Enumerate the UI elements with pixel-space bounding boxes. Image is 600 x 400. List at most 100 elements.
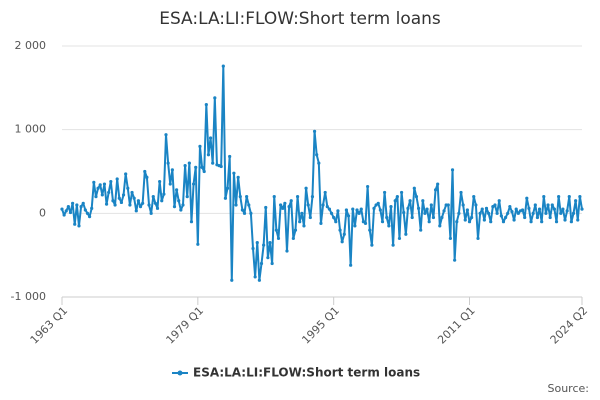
data-point <box>279 203 283 207</box>
data-point <box>482 218 486 222</box>
data-point <box>62 213 66 217</box>
data-point <box>151 195 155 199</box>
data-point <box>117 196 121 200</box>
data-point <box>194 165 198 169</box>
data-point <box>196 242 200 246</box>
data-point <box>448 236 453 241</box>
data-point <box>208 136 213 140</box>
data-point <box>71 201 75 205</box>
data-point <box>85 211 90 215</box>
data-point <box>463 218 467 222</box>
data-point <box>183 164 187 168</box>
data-point <box>544 211 548 215</box>
data-point <box>493 203 497 207</box>
data-point <box>238 195 242 199</box>
data-point <box>397 236 402 241</box>
data-point <box>128 203 132 207</box>
data-point <box>219 164 223 169</box>
data-point <box>253 275 257 279</box>
data-point <box>162 192 166 196</box>
data-point <box>378 208 382 212</box>
x-tick-label: 1963 Q1 <box>28 304 71 347</box>
data-point <box>427 220 431 224</box>
data-point <box>204 102 208 107</box>
data-point <box>334 220 338 224</box>
data-point <box>228 154 232 159</box>
data-point <box>287 205 291 209</box>
data-point <box>323 190 327 195</box>
data-point <box>83 208 87 212</box>
data-point <box>240 208 245 212</box>
data-point <box>340 240 344 244</box>
data-point <box>561 207 565 211</box>
data-point <box>353 224 357 228</box>
data-point <box>414 195 419 199</box>
data-point <box>567 195 571 199</box>
data-point <box>77 224 81 228</box>
data-point <box>446 203 450 207</box>
data-point <box>308 215 312 220</box>
data-point <box>155 206 160 210</box>
data-point <box>431 215 436 220</box>
data-point <box>533 203 537 207</box>
data-point <box>349 263 353 267</box>
data-point <box>245 195 249 199</box>
data-point <box>102 182 107 186</box>
data-point <box>408 199 412 203</box>
data-point <box>107 190 111 195</box>
data-point <box>529 220 533 224</box>
data-point <box>276 236 281 241</box>
data-point <box>259 261 264 266</box>
data-point <box>399 190 404 195</box>
data-point <box>124 172 128 176</box>
series-line <box>61 65 583 282</box>
data-point <box>283 201 287 205</box>
data-point <box>113 203 117 207</box>
data-point <box>64 209 68 213</box>
data-point <box>578 195 582 199</box>
data-point <box>484 206 489 210</box>
legend-label: ESA:LA:LI:FLOW:Short term loans <box>193 366 420 380</box>
data-point <box>255 241 259 245</box>
data-point <box>548 215 552 220</box>
data-point <box>92 180 96 184</box>
data-point <box>465 208 469 212</box>
data-point <box>213 96 217 100</box>
data-point <box>514 207 518 211</box>
data-point <box>181 203 185 207</box>
data-point <box>79 205 83 209</box>
data-point <box>542 195 546 199</box>
data-point <box>325 205 329 209</box>
y-tick-label: 1 000 <box>15 123 47 136</box>
data-point <box>266 256 270 260</box>
data-point <box>525 196 529 200</box>
data-point <box>272 195 276 199</box>
data-point <box>423 211 427 215</box>
legend-marker <box>177 370 183 376</box>
data-point <box>147 203 151 207</box>
x-tick-label: 1979 Q1 <box>164 304 207 347</box>
data-point <box>295 195 300 199</box>
data-point <box>537 207 542 211</box>
data-point <box>489 220 493 224</box>
data-point <box>211 161 215 165</box>
data-point <box>66 205 70 209</box>
data-point <box>546 203 550 207</box>
data-point <box>225 186 230 190</box>
data-point <box>149 211 153 215</box>
data-point <box>501 220 506 224</box>
data-point <box>306 203 310 207</box>
data-point <box>236 175 240 179</box>
data-point <box>119 200 124 205</box>
data-point <box>359 207 363 211</box>
data-point <box>68 210 73 215</box>
data-point <box>81 201 85 205</box>
data-point <box>75 203 79 207</box>
data-point <box>433 188 438 192</box>
data-point <box>476 236 480 241</box>
data-point <box>221 64 225 68</box>
data-point <box>268 241 272 245</box>
data-point <box>126 186 130 190</box>
data-point <box>344 208 349 212</box>
data-point <box>372 206 376 210</box>
